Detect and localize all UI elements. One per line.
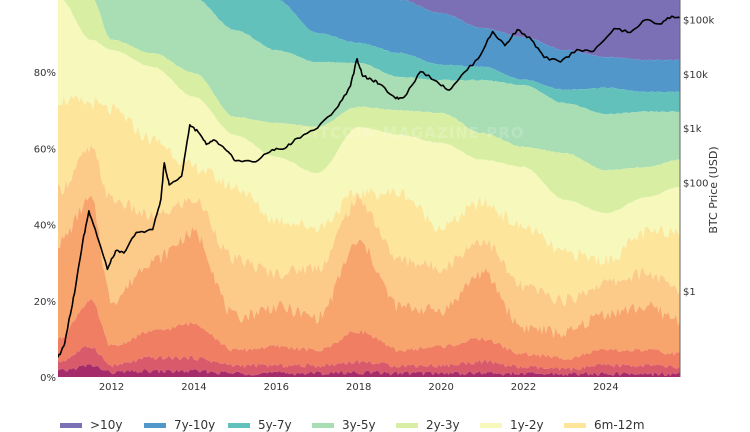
legend-swatch [312, 422, 334, 428]
y-axis-left: 0% 20% 40% 60% 80% [34, 68, 56, 384]
band-5y-7y [200, 0, 680, 115]
watermark-text: BITCOIN MAGAZINE PRO [300, 124, 525, 142]
band-1m-3m [58, 195, 680, 360]
x-tick-label: 2022 [511, 382, 536, 393]
legend-label: 5y-7y [258, 418, 292, 432]
band-6m-12m [58, 95, 680, 307]
price-tick-label: $10k [683, 70, 708, 81]
y-tick-label: 0% [40, 373, 56, 384]
legend-label: 1y-2y [510, 418, 544, 432]
legend-label: 2y-3y [426, 418, 460, 432]
legend-item[interactable]: 5y-7y [228, 418, 312, 432]
x-tick-label: 2014 [181, 382, 206, 393]
legend: >10y 7y-10y 5y-7y 3y-5y 2y-3y 1y-2y 6m-12m [60, 418, 648, 432]
legend-item[interactable]: 3y-5y [312, 418, 396, 432]
price-line-group [58, 15, 680, 358]
y-tick-label: 40% [34, 221, 56, 232]
band-gt-10y [399, 0, 680, 61]
legend-item[interactable]: >10y [60, 418, 144, 432]
band-3m-6m [58, 144, 680, 339]
y-tick-label: 60% [34, 144, 56, 155]
legend-item[interactable]: 2y-3y [396, 418, 480, 432]
legend-swatch [396, 422, 418, 428]
band-3y-5y [94, 0, 680, 171]
x-tick-label: 2024 [593, 382, 618, 393]
band-24h [58, 364, 680, 377]
x-tick-label: 2018 [346, 382, 371, 393]
legend-swatch [144, 422, 166, 428]
x-tick-label: 2016 [264, 382, 289, 393]
y-tick-label: 20% [34, 297, 56, 308]
legend-label: 3y-5y [342, 418, 376, 432]
price-tick-label: $100k [683, 16, 714, 27]
legend-item[interactable]: 6m-12m [564, 418, 648, 432]
watermark: BITCOIN MAGAZINE PRO [300, 124, 525, 142]
band-areas [58, 0, 680, 377]
legend-swatch [228, 422, 250, 428]
legend-label: 7y-10y [174, 418, 216, 432]
legend-swatch [60, 422, 82, 428]
band-2y-3y [63, 0, 680, 214]
x-tick-label: 2012 [99, 382, 124, 393]
btc-price-line [58, 15, 680, 358]
y-axis-right: $1 $100 $1k $10k $100k [683, 16, 714, 299]
legend-item[interactable]: 1y-2y [480, 418, 564, 432]
legend-item[interactable]: 7y-10y [144, 418, 228, 432]
x-axis: 2012 2014 2016 2018 2020 2022 2024 [99, 382, 619, 393]
right-axis-title: BTC Price (USD) [707, 146, 720, 233]
legend-label: 6m-12m [594, 418, 645, 432]
x-tick-label: 2020 [428, 382, 453, 393]
y-tick-label: 80% [34, 68, 56, 79]
legend-swatch [480, 422, 502, 428]
band-1w-1m [58, 298, 680, 372]
price-tick-label: $1 [683, 287, 696, 298]
band-1d-1w [58, 345, 680, 377]
price-tick-label: $1k [683, 124, 702, 135]
price-tick-label: $100 [683, 178, 708, 189]
legend-swatch [564, 422, 586, 428]
band-7y-10y [278, 0, 680, 93]
legend-label: >10y [90, 418, 123, 432]
band-1y-2y [58, 0, 680, 266]
